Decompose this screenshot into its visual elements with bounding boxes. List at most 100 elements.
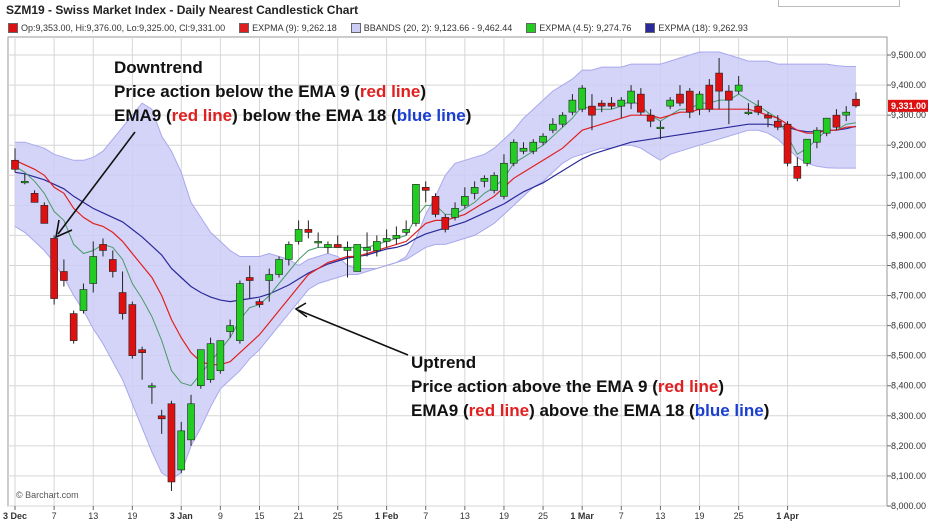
downtrend-l2-a: EMA9 (: [114, 106, 172, 125]
x-tick-label: 7: [52, 511, 57, 521]
candle-body: [676, 93, 684, 104]
candle-body: [187, 403, 195, 441]
legend-expma45: EXPMA (4.5): 9,274.76: [526, 22, 631, 33]
candle-body: [461, 196, 469, 206]
candle-body: [441, 217, 450, 230]
candle-body: [69, 313, 78, 341]
y-tick-label: 9,500.00: [891, 50, 926, 60]
bollinger-lower-line: [14, 129, 856, 480]
bbands-swatch-icon: [350, 22, 361, 33]
y-tick-label: 9,100.00: [891, 170, 926, 180]
candle-body: [20, 181, 29, 184]
candle-body: [715, 72, 723, 92]
x-tick-label: 9: [218, 511, 223, 521]
candle-body: [245, 277, 254, 281]
uptrend-l2-blue: blue line: [694, 401, 764, 420]
uptrend-annotation: Uptrend Price action above the EMA 9 (re…: [411, 351, 769, 423]
legend-expma9: EXPMA (9): 9,262.18: [239, 22, 337, 33]
candle-body: [60, 271, 68, 281]
candle-body: [50, 238, 58, 299]
candles: [11, 58, 860, 491]
x-tick-label: 13: [460, 511, 470, 521]
candle-body: [725, 90, 733, 101]
x-tick-label: 7: [423, 511, 428, 521]
candle-body: [431, 196, 440, 215]
ema9-line: [14, 108, 857, 366]
candle-body: [588, 105, 596, 116]
x-tick-label: 13: [88, 511, 98, 521]
candle-body: [656, 126, 665, 129]
candle-body: [558, 114, 567, 125]
candle-body: [597, 102, 606, 107]
candle-body: [793, 165, 802, 179]
chart-title: SZM19 - Swiss Market Index - Daily Neare…: [6, 3, 359, 17]
uptrend-line-1: Price action above the EMA 9 (red line): [411, 375, 769, 399]
y-tick-label: 8,500.00: [891, 351, 926, 361]
uptrend-l2-red: red line: [468, 401, 530, 420]
candle-body: [783, 123, 792, 164]
x-tick-label: 19: [695, 511, 705, 521]
downtrend-l1-b: ): [420, 82, 427, 101]
candle-body: [705, 84, 714, 110]
uptrend-l1-a: Price action above the EMA 9 (: [411, 377, 658, 396]
candle-body: [500, 162, 508, 197]
candle-body: [813, 129, 821, 143]
candle-body: [324, 244, 332, 248]
last-price-label: 9,331.00: [891, 101, 926, 111]
x-tick-label: 13: [655, 511, 665, 521]
candle-body: [157, 415, 166, 420]
y-tick-label: 8,700.00: [891, 291, 926, 301]
candle-body: [314, 241, 322, 244]
candle-body: [138, 349, 146, 353]
expma9-swatch-icon: [239, 22, 250, 33]
candle-body: [30, 193, 39, 203]
candle-body: [177, 430, 186, 471]
downtrend-line-2: EMA9 (red line) below the EMA 18 (blue l…: [114, 104, 471, 128]
ohlc-swatch-icon: [8, 22, 18, 33]
x-tick-label: 7: [619, 511, 624, 521]
legend-expma18: EXPMA (18): 9,262.93: [645, 22, 748, 33]
x-tick-label: 25: [333, 511, 343, 521]
candle-body: [773, 120, 782, 128]
candle-body: [108, 259, 117, 272]
x-tick-label: 1 Mar: [570, 511, 594, 521]
candle-body: [206, 343, 215, 381]
candle-body: [822, 117, 831, 134]
downtrend-annotation: Downtrend Price action below the EMA 9 (…: [114, 56, 471, 128]
candle-body: [509, 141, 518, 164]
y-tick-label: 8,200.00: [891, 441, 926, 451]
x-tick-label: 15: [254, 511, 264, 521]
y-tick-label: 8,000.00: [891, 501, 926, 511]
candle-body: [549, 123, 557, 131]
candle-body: [236, 283, 244, 341]
candle-body: [637, 93, 645, 113]
candle-body: [490, 174, 498, 191]
candle-body: [304, 229, 313, 233]
candle-body: [539, 135, 547, 143]
downtrend-heading: Downtrend: [114, 58, 203, 77]
downtrend-l1-red: red line: [359, 82, 421, 101]
x-tick-label: 19: [499, 511, 509, 521]
x-tick-label: 19: [127, 511, 137, 521]
uptrend-line-2: EMA9 (red line) above the EMA 18 (blue l…: [411, 399, 769, 423]
candle-body: [627, 90, 635, 104]
downtrend-arrowhead-icon: [54, 219, 73, 239]
candle-body: [226, 325, 234, 332]
y-tick-label: 8,800.00: [891, 260, 926, 270]
candle-body: [255, 301, 264, 305]
candle-body: [578, 87, 586, 110]
downtrend-l2-c: ): [465, 106, 472, 125]
legend-bbands-text: BBANDS (20, 2): 9,123.66 - 9,462.44: [363, 22, 513, 33]
downtrend-l2-red: red line: [171, 106, 233, 125]
last-price-tag: [888, 99, 928, 112]
candle-body: [167, 403, 176, 483]
candle-body: [744, 111, 753, 114]
legend-bbands: BBANDS (20, 2): 9,123.66 - 9,462.44: [350, 22, 513, 33]
candle-body: [99, 244, 107, 251]
candle-body: [470, 187, 479, 194]
candle-body: [40, 205, 49, 224]
legend-bar: Op:9,353.00, Hi:9,376.00, Lo:9,325.00, C…: [8, 21, 887, 34]
candle-body: [363, 247, 371, 251]
candle-body: [79, 289, 88, 311]
